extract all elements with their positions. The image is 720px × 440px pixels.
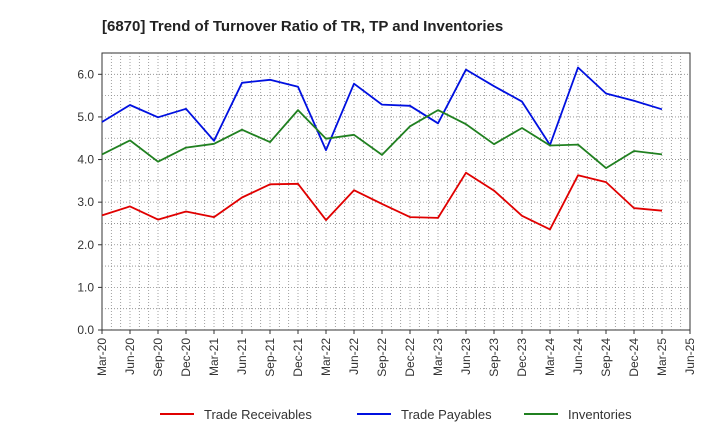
legend: Trade Receivables Trade Payables Inventori… — [160, 407, 632, 422]
y-tick-label: 3.0 — [77, 195, 94, 209]
x-tick-label: Mar-25 — [655, 338, 669, 376]
x-axis: Mar-20 Jun-20 Sep-20 Dec-20 Mar-21 Jun-21 Sep-… — [95, 330, 697, 377]
legend-label-trade-payables: Trade Payables — [401, 407, 492, 422]
y-tick-label: 2.0 — [77, 238, 94, 252]
x-tick-label: Mar-20 — [95, 338, 109, 376]
x-tick-label: Sep-20 — [151, 338, 165, 377]
series-group — [101, 66, 663, 231]
series-line-trade-receivables — [101, 171, 663, 231]
y-tick-label: 6.0 — [77, 67, 94, 81]
x-tick-label: Jun-23 — [459, 338, 473, 375]
x-tick-label: Mar-21 — [207, 338, 221, 376]
y-tick-label: 4.0 — [77, 153, 94, 167]
x-tick-label: Jun-20 — [123, 338, 137, 375]
x-tick-label: Mar-22 — [319, 338, 333, 376]
plot-area — [101, 52, 691, 331]
x-tick-label: Sep-23 — [487, 338, 501, 377]
x-tick-label: Sep-21 — [263, 338, 277, 377]
series-line-trade-payables — [101, 66, 663, 152]
x-tick-label: Dec-20 — [179, 338, 193, 377]
x-tick-label: Jun-22 — [347, 338, 361, 375]
x-tick-label: Sep-22 — [375, 338, 389, 377]
x-tick-label: Dec-24 — [627, 338, 641, 377]
x-tick-label: Mar-23 — [431, 338, 445, 376]
x-tick-label: Dec-23 — [515, 338, 529, 377]
x-tick-label: Sep-24 — [599, 338, 613, 377]
x-tick-label: Dec-21 — [291, 338, 305, 377]
chart-title: [6870] Trend of Turnover Ratio of TR, TP… — [102, 18, 503, 35]
legend-label-trade-receivables: Trade Receivables — [204, 407, 312, 422]
y-axis: 0.0 1.0 2.0 3.0 4.0 5.0 6.0 — [77, 67, 102, 337]
plot-border — [101, 52, 691, 331]
x-tick-label: Dec-22 — [403, 338, 417, 377]
x-tick-label: Mar-24 — [543, 338, 557, 376]
x-tick-label: Jun-24 — [571, 338, 585, 375]
y-tick-label: 5.0 — [77, 110, 94, 124]
legend-label-inventories: Inventories — [568, 407, 632, 422]
series-line-inventories — [101, 109, 663, 169]
x-tick-label: Jun-25 — [683, 338, 697, 375]
x-tick-label: Jun-21 — [235, 338, 249, 375]
y-tick-label: 1.0 — [77, 280, 94, 294]
y-tick-label: 0.0 — [77, 323, 94, 337]
